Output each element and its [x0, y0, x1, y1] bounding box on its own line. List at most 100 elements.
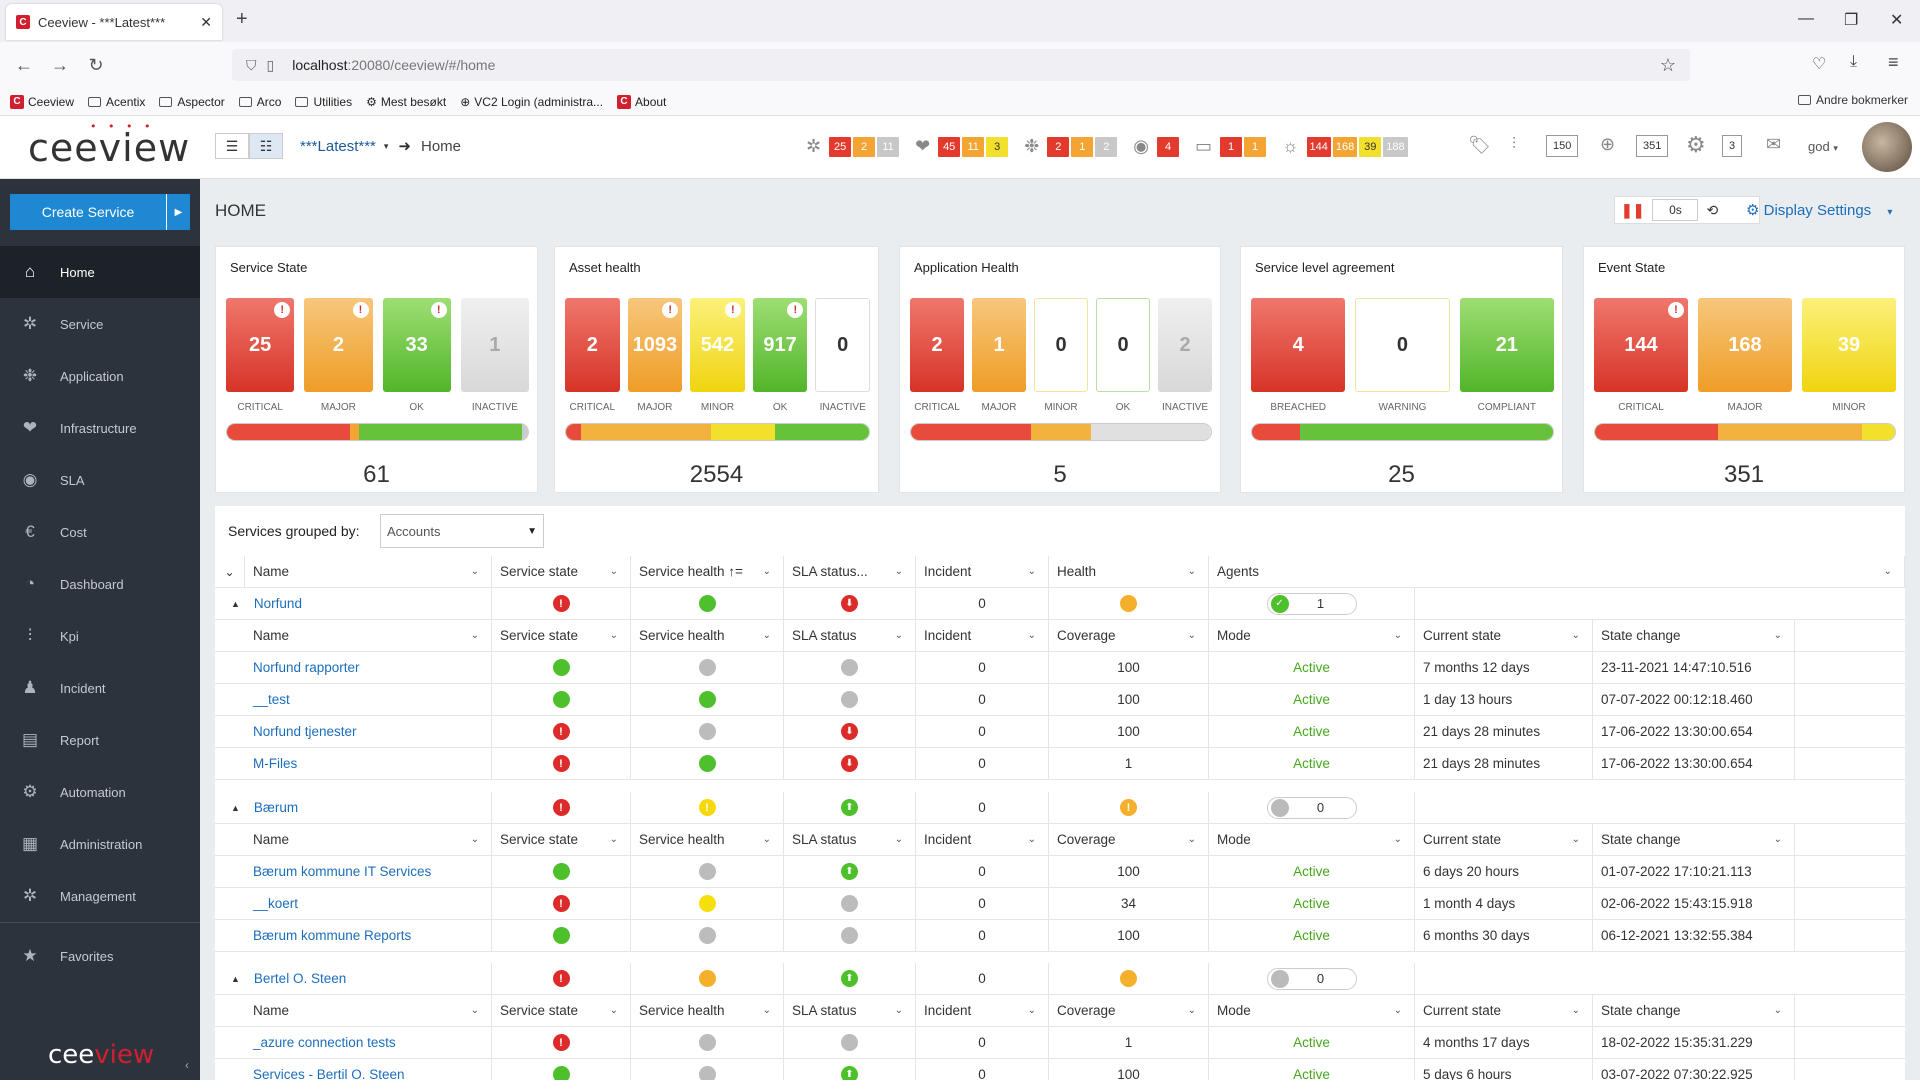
- heart-icon[interactable]: ❤: [915, 136, 931, 156]
- globe-count[interactable]: 351: [1636, 135, 1669, 157]
- group-name-link[interactable]: Norfund: [253, 596, 302, 611]
- service-link[interactable]: Bærum kommune Reports: [253, 928, 412, 943]
- status-tile[interactable]: 144!: [1594, 298, 1688, 392]
- service-link[interactable]: Norfund rapporter: [253, 660, 360, 675]
- expand-all-icon[interactable]: ⌄: [215, 556, 245, 587]
- sidebar-item-report[interactable]: ▤ Report: [0, 714, 200, 766]
- other-bookmarks[interactable]: Andre bokmerker: [1798, 93, 1908, 107]
- sub-column-header[interactable]: Mode ⌄: [1209, 824, 1415, 855]
- status-tile[interactable]: 39: [1802, 298, 1896, 392]
- sub-column-header[interactable]: State change ⌄: [1593, 620, 1795, 651]
- status-tile[interactable]: 33!: [382, 298, 451, 392]
- status-tile[interactable]: 0: [1096, 298, 1150, 392]
- list-view-button[interactable]: ☰: [215, 133, 249, 159]
- sidebar-item-sla[interactable]: ◉ SLA: [0, 454, 200, 506]
- sub-column-header[interactable]: Mode ⌄: [1209, 995, 1415, 1026]
- caret-right-icon[interactable]: ▶: [166, 194, 190, 230]
- status-count-badge[interactable]: 144: [1306, 136, 1331, 157]
- sub-column-header[interactable]: Coverage ⌄: [1049, 620, 1209, 651]
- forward-icon[interactable]: →: [51, 54, 69, 75]
- sidebar-item-application[interactable]: ❉ Application: [0, 350, 200, 402]
- sidebar-item-kpi[interactable]: ⫶ Kpi: [0, 610, 200, 662]
- sub-column-header[interactable]: Name ⌄: [245, 995, 492, 1026]
- back-icon[interactable]: ←: [15, 54, 33, 75]
- collapse-icon[interactable]: ▲: [231, 598, 240, 609]
- service-name[interactable]: Norfund tjenester: [245, 716, 492, 747]
- sub-column-header[interactable]: Incident ⌄: [916, 995, 1049, 1026]
- status-count-badge[interactable]: 3: [986, 136, 1009, 157]
- pocket-icon[interactable]: ♡: [1812, 56, 1827, 73]
- service-name[interactable]: M-Files: [245, 748, 492, 779]
- download-icon[interactable]: ⤓: [1850, 53, 1858, 70]
- status-tile[interactable]: 1: [460, 298, 529, 392]
- restore-icon[interactable]: ❐: [1844, 12, 1859, 29]
- sub-column-header[interactable]: Service health ⌄: [631, 620, 784, 651]
- group-name[interactable]: ▲ Bærum: [231, 792, 492, 823]
- sub-column-header[interactable]: SLA status ⌄: [784, 824, 916, 855]
- collapse-icon[interactable]: ▲: [231, 802, 240, 813]
- status-tile[interactable]: 25!: [226, 298, 295, 392]
- sidebar-item-favorites[interactable]: ★ Favorites: [0, 930, 200, 982]
- refresh-interval[interactable]: 0s: [1652, 199, 1699, 221]
- status-tile[interactable]: 2: [1158, 298, 1212, 392]
- sub-column-header[interactable]: Name ⌄: [245, 824, 492, 855]
- column-header[interactable]: Agents ⌄: [1209, 556, 1905, 587]
- status-count-badge[interactable]: 168: [1332, 136, 1358, 157]
- bookmark-star-icon[interactable]: ☆: [1659, 54, 1676, 75]
- sub-column-header[interactable]: Service health ⌄: [631, 824, 784, 855]
- sidebar-item-dashboard[interactable]: ◔ Dashboard: [0, 558, 200, 610]
- group-name-link[interactable]: Bærum: [253, 800, 299, 815]
- status-tile[interactable]: 2: [565, 298, 620, 392]
- status-tile[interactable]: 2!: [304, 298, 373, 392]
- status-tile[interactable]: 0: [815, 298, 870, 392]
- display-settings-button[interactable]: ⚙ Display Settings ▾: [1746, 201, 1892, 219]
- pause-icon[interactable]: ❚❚: [1621, 201, 1645, 218]
- status-tile[interactable]: 542!: [690, 298, 745, 392]
- sub-column-header[interactable]: Mode ⌄: [1209, 620, 1415, 651]
- create-service-button[interactable]: Create Service ▶: [10, 194, 190, 230]
- sidebar-item-service[interactable]: ✲ Service: [0, 298, 200, 350]
- sub-column-header[interactable]: Service health ⌄: [631, 995, 784, 1026]
- status-tile[interactable]: 4: [1251, 298, 1346, 392]
- gear-count[interactable]: 3: [1722, 135, 1743, 157]
- new-tab-icon[interactable]: +: [236, 8, 248, 30]
- service-link[interactable]: Bærum kommune IT Services: [253, 864, 432, 879]
- group-name-link[interactable]: Bertel O. Steen: [253, 971, 347, 986]
- tree-view-button[interactable]: ☷: [249, 133, 283, 159]
- status-tile[interactable]: 168: [1698, 298, 1792, 392]
- sidebar-item-management[interactable]: ✲ Management: [0, 870, 200, 922]
- status-tile[interactable]: 1093!: [627, 298, 683, 392]
- sub-column-header[interactable]: Service state ⌄: [492, 995, 631, 1026]
- sub-column-header[interactable]: Current state ⌄: [1415, 995, 1593, 1026]
- sidebar-item-home[interactable]: ⌂ Home: [0, 246, 200, 298]
- status-count-badge[interactable]: 188: [1383, 136, 1408, 157]
- monitor-icon[interactable]: ▭: [1195, 136, 1213, 156]
- service-link[interactable]: __koert: [253, 896, 299, 911]
- status-tile[interactable]: 2: [910, 298, 964, 392]
- event-icon[interactable]: ☼: [1282, 136, 1299, 156]
- status-count-badge[interactable]: 39: [1359, 136, 1382, 157]
- sub-column-header[interactable]: Current state ⌄: [1415, 824, 1593, 855]
- sidebar-item-cost[interactable]: € Cost: [0, 506, 200, 558]
- group-name[interactable]: ▲ Bertel O. Steen: [231, 963, 492, 994]
- service-link[interactable]: _azure connection tests: [253, 1035, 396, 1050]
- bookmark-item[interactable]: C Ceeview: [10, 94, 74, 109]
- service-link[interactable]: Services - Bertil O. Steen: [253, 1067, 405, 1080]
- sidebar-item-incident[interactable]: ♟ Incident: [0, 662, 200, 714]
- tag-icon[interactable]: 🏷: [1468, 135, 1491, 155]
- bookmark-item[interactable]: Acentix: [88, 95, 145, 109]
- globe-icon[interactable]: ⊕: [1600, 134, 1616, 154]
- column-header[interactable]: Incident ⌄: [916, 556, 1049, 587]
- agent-toggle[interactable]: 0: [1266, 967, 1357, 990]
- close-window-icon[interactable]: ✕: [1890, 12, 1904, 29]
- sub-column-header[interactable]: Service state ⌄: [492, 620, 631, 651]
- bookmark-item[interactable]: Utilities: [295, 95, 352, 109]
- close-tab-icon[interactable]: ✕: [200, 13, 212, 30]
- status-tile[interactable]: 1: [972, 298, 1026, 392]
- status-count-badge[interactable]: 45: [938, 136, 961, 157]
- bookmark-item[interactable]: ⚙ Mest besøkt: [366, 95, 446, 109]
- group-by-select[interactable]: Accounts ▼: [380, 514, 544, 548]
- column-header[interactable]: Service state ⌄: [492, 556, 631, 587]
- caret-down-icon[interactable]: ▾: [383, 140, 389, 151]
- status-count-badge[interactable]: 11: [962, 136, 985, 157]
